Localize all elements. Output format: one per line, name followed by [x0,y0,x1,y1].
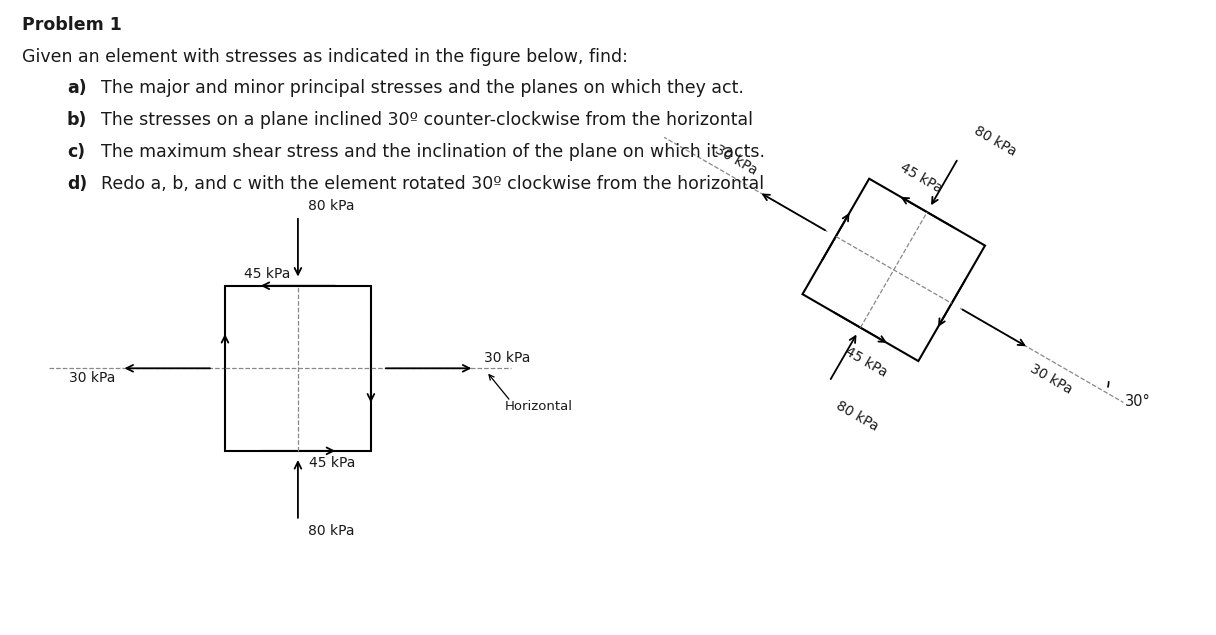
Text: 80 kPa: 80 kPa [308,524,354,538]
Text: 45 kPa: 45 kPa [843,344,890,380]
Text: Problem 1: Problem 1 [22,16,122,34]
Polygon shape [803,178,985,361]
Text: Redo a, b, and c with the element rotated 30º clockwise from the horizontal: Redo a, b, and c with the element rotate… [101,175,764,192]
Bar [225,286,371,451]
Text: 30 kPa: 30 kPa [484,351,530,365]
Text: The major and minor principal stresses and the planes on which they act.: The major and minor principal stresses a… [101,79,744,97]
Text: 30 kPa: 30 kPa [713,143,760,178]
Text: 80 kPa: 80 kPa [833,399,880,434]
Text: a): a) [67,79,86,97]
Text: The stresses on a plane inclined 30º counter-clockwise from the horizontal: The stresses on a plane inclined 30º cou… [101,111,753,129]
Text: b): b) [67,111,88,129]
Text: The maximum shear stress and the inclination of the plane on which it acts.: The maximum shear stress and the inclina… [101,143,765,161]
Text: Given an element with stresses as indicated in the figure below, find:: Given an element with stresses as indica… [22,48,627,65]
Text: 45 kPa: 45 kPa [244,267,291,281]
Text: 30 kPa: 30 kPa [69,371,116,385]
Text: 45 kPa: 45 kPa [309,456,355,470]
Text: 45 kPa: 45 kPa [897,160,945,196]
Text: d): d) [67,175,88,192]
Text: c): c) [67,143,85,161]
Text: 80 kPa: 80 kPa [308,199,354,213]
Text: 80 kPa: 80 kPa [972,123,1019,159]
Text: 30°: 30° [1125,394,1152,409]
Text: Horizontal: Horizontal [505,400,573,413]
Text: 30 kPa: 30 kPa [1028,362,1075,397]
